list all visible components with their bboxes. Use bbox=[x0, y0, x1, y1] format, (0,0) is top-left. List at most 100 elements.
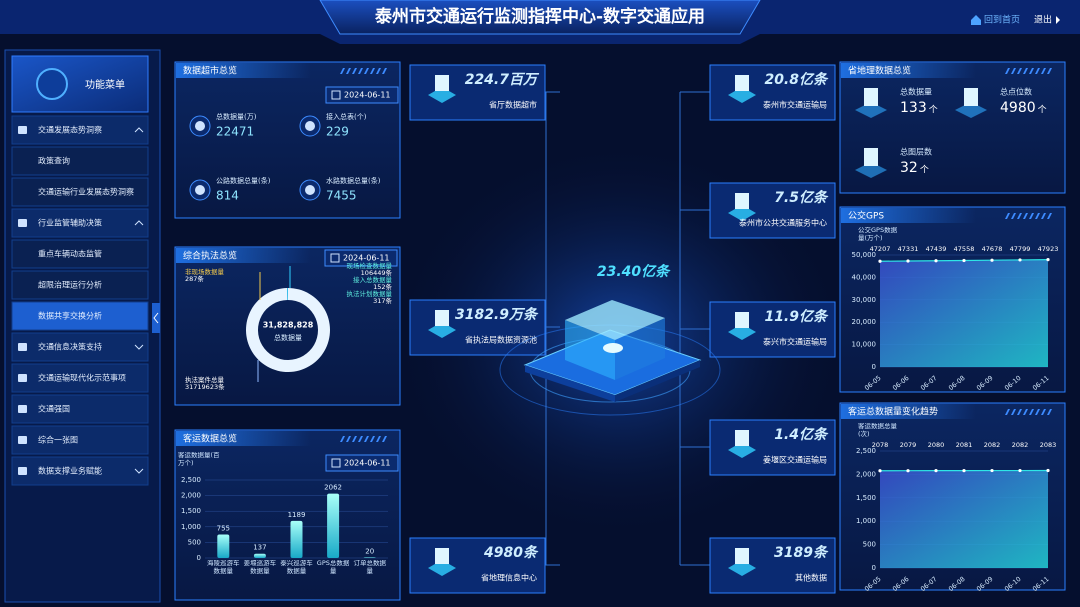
menu-item[interactable] bbox=[11, 239, 149, 269]
panel-title: 省地理数据总览 bbox=[848, 65, 911, 77]
y-tick-label: 2,000 bbox=[181, 492, 201, 500]
title-stripe bbox=[370, 436, 375, 442]
stat-label: 水路数据总量(条) bbox=[326, 176, 381, 185]
menu-item[interactable] bbox=[11, 301, 149, 331]
menu-item[interactable] bbox=[11, 363, 149, 393]
node-value: 4980条 bbox=[483, 544, 539, 561]
data-point bbox=[1018, 468, 1022, 473]
platform-side bbox=[525, 365, 615, 402]
menu-item[interactable] bbox=[11, 456, 149, 486]
point-value: 2083 bbox=[1040, 441, 1057, 449]
title-stripe bbox=[376, 436, 381, 442]
page-title: 泰州市交通运行监测指挥中心-数字交通应用 bbox=[375, 6, 705, 27]
y-axis-title: 公交GPS数据量(万个) bbox=[858, 227, 898, 242]
bar-value: 1189 bbox=[288, 511, 306, 519]
title-stripe bbox=[1005, 409, 1010, 415]
y-tick-label: 2,500 bbox=[181, 476, 201, 484]
menu-label[interactable]: 政策查询 bbox=[38, 156, 70, 166]
home-icon[interactable] bbox=[971, 15, 981, 25]
pie-segment bbox=[287, 288, 288, 301]
point-value: 47439 bbox=[926, 245, 947, 253]
menu-label[interactable]: 交通发展态势洞察 bbox=[38, 125, 102, 135]
node-label: 泰兴市交通运输局 bbox=[763, 337, 827, 347]
menu-label[interactable]: 数据共享交换分析 bbox=[38, 311, 102, 321]
stat-value: 7455 bbox=[326, 189, 357, 203]
title-stripe bbox=[340, 68, 345, 74]
menu-chevron[interactable] bbox=[134, 220, 144, 226]
title-stripe bbox=[1035, 213, 1040, 219]
title-stripe bbox=[1029, 213, 1034, 219]
exit-icon[interactable] bbox=[1056, 16, 1060, 24]
stat-icon bbox=[305, 185, 315, 195]
geo-value: 32 bbox=[900, 160, 918, 176]
menu-label[interactable]: 重点车辆动态监管 bbox=[38, 249, 102, 259]
title-stripe bbox=[1005, 213, 1010, 219]
panel-title: 综合执法总览 bbox=[183, 250, 237, 262]
home-link[interactable]: 回到首页 bbox=[984, 14, 1020, 26]
point-value: 47207 bbox=[870, 245, 891, 253]
node-doc bbox=[735, 548, 749, 564]
menu-label[interactable]: 综合一张图 bbox=[38, 435, 78, 445]
sidebar-title: 功能菜单 bbox=[85, 78, 125, 91]
menu-label[interactable]: 超限治理运行分析 bbox=[38, 280, 102, 290]
menu-label[interactable]: 交通运输现代化示范事项 bbox=[38, 373, 126, 383]
menu-label[interactable]: 数据支撑业务赋能 bbox=[38, 466, 102, 476]
source-node bbox=[709, 419, 836, 476]
title-stripe bbox=[364, 436, 369, 442]
panel-title: 客运总数据量变化趋势 bbox=[848, 406, 938, 418]
menu-label[interactable]: 交通运输行业发展态势洞察 bbox=[38, 187, 134, 197]
title-stripe bbox=[1035, 68, 1040, 74]
node-doc bbox=[735, 312, 749, 328]
point-value: 47799 bbox=[1010, 245, 1031, 253]
data-point bbox=[906, 469, 910, 473]
menu-chevron[interactable] bbox=[134, 344, 144, 350]
menu-item[interactable] bbox=[11, 177, 149, 207]
point-value: 47558 bbox=[954, 245, 975, 253]
menu-icon bbox=[18, 343, 27, 351]
menu-item[interactable] bbox=[11, 115, 149, 145]
stat-value: 22471 bbox=[216, 125, 254, 139]
x-tick-label: 姜堰巡游车数据量 bbox=[243, 560, 277, 575]
y-axis-title-box: 公交GPS数据量(万个) bbox=[858, 227, 898, 242]
panel-title: 数据超市总览 bbox=[183, 65, 237, 77]
menu-item[interactable] bbox=[11, 394, 149, 424]
x-tick-label: 海陵巡游车数据量 bbox=[207, 560, 240, 575]
node-doc bbox=[435, 310, 449, 326]
menu-label[interactable]: 交通信息决策支持 bbox=[38, 342, 102, 352]
title-stripe bbox=[358, 68, 363, 74]
point-value: 2078 bbox=[872, 441, 889, 449]
y-tick-label: 2,000 bbox=[856, 470, 876, 478]
collapse-arrow[interactable] bbox=[153, 312, 159, 324]
menu-label[interactable]: 行业监管辅助决策 bbox=[38, 218, 102, 228]
node-label: 省厅数据超市 bbox=[489, 100, 537, 110]
pie-category: 执法计划数据量 bbox=[347, 289, 393, 298]
exit-link[interactable]: 退出 bbox=[1034, 14, 1052, 26]
menu-chevron[interactable] bbox=[134, 468, 144, 474]
title-stripe bbox=[364, 68, 369, 74]
menu-item[interactable] bbox=[11, 332, 149, 362]
menu-label[interactable]: 交通强国 bbox=[38, 404, 70, 414]
source-node bbox=[709, 301, 836, 358]
node-label: 泰州市公共交通服务中心 bbox=[739, 218, 827, 228]
x-tick-label-box: 姜堰巡游车数据量 bbox=[243, 560, 277, 575]
data-point bbox=[1018, 258, 1022, 262]
node-value: 3189条 bbox=[774, 544, 829, 561]
y-tick-label: 1,500 bbox=[181, 507, 201, 515]
pie-center-label: 总数据量 bbox=[274, 333, 302, 342]
data-point bbox=[990, 468, 994, 473]
node-doc bbox=[435, 548, 449, 564]
collapse-tab[interactable] bbox=[152, 303, 160, 333]
x-tick-label: 泰兴巡游车数据量 bbox=[280, 560, 313, 575]
node-label: 省执法局数据资源池 bbox=[465, 335, 537, 345]
pie-value-label: 106449条 bbox=[361, 268, 393, 277]
menu-item[interactable] bbox=[11, 208, 149, 238]
menu-item[interactable] bbox=[11, 270, 149, 300]
menu-item[interactable] bbox=[11, 425, 149, 455]
stat-label: 公路数据总量(条) bbox=[216, 176, 271, 185]
source-node bbox=[709, 64, 836, 121]
geo-label: 总图层数 bbox=[900, 147, 932, 157]
menu-item[interactable] bbox=[11, 146, 149, 176]
stat-value: 814 bbox=[216, 189, 239, 203]
menu-chevron[interactable] bbox=[134, 127, 144, 133]
